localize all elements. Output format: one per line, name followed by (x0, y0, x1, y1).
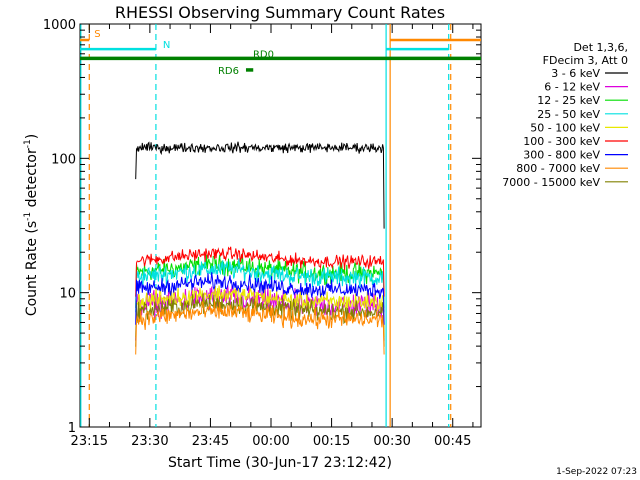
y-tick-label: 10 (59, 287, 76, 302)
y-axis-label-part: ) (24, 134, 40, 139)
legend-entry-label: 100 - 300 keV (523, 135, 600, 148)
flag-label-n: N (163, 40, 170, 51)
y-tick-label: 1 (68, 421, 76, 436)
series-line-12-25-kev (135, 253, 385, 308)
legend-header: Det 1,3,6, (573, 41, 628, 54)
y-axis-label: Count Rate (s-1 detector-1) (23, 134, 40, 316)
legend-entry-label: 50 - 100 keV (530, 121, 600, 134)
flag-label-rd6: RD6 (218, 66, 239, 77)
flag-label-s: S (94, 29, 100, 40)
x-tick-label: 00:45 (434, 434, 471, 449)
x-tick-label: 23:45 (192, 434, 229, 449)
legend-entry-label: 12 - 25 keV (537, 94, 600, 107)
x-tick-label: 00:00 (252, 434, 289, 449)
y-axis-label-superscript: -1 (23, 212, 33, 221)
y-axis-label-superscript: -1 (23, 139, 33, 148)
y-axis-label-part: detector (24, 148, 40, 212)
x-tick-label: 00:15 (313, 434, 350, 449)
legend-entry-label: 6 - 12 keV (544, 81, 600, 94)
legend-entry-label: 800 - 7000 keV (516, 162, 600, 175)
series-line-7000-15000-kev (135, 293, 385, 347)
axes: 1 10 100 1000 23:15 23:30 23:45 00:00 00:15 00:30… (43, 18, 481, 449)
series-line-800-7000-kev (135, 299, 385, 355)
legend-entry-label: 7000 - 15000 keV (502, 176, 600, 189)
legend-header: FDecim 3, Att 0 (543, 54, 628, 67)
x-tick-label: 23:15 (71, 434, 108, 449)
plot-frame (79, 23, 482, 428)
chart-title: RHESSI Observing Summary Count Rates (115, 3, 445, 22)
y-axis-label-part: Count Rate (s (24, 221, 40, 316)
legend-entry-label: 25 - 50 keV (537, 108, 600, 121)
x-tick-label: 23:30 (131, 434, 168, 449)
timestamp: 1-Sep-2022 07:23 (556, 467, 637, 477)
flag-label-rd0: RD0 (253, 49, 274, 60)
x-axis-label: Start Time (30-Jun-17 23:12:42) (168, 455, 392, 471)
series-line-25-50-kev (135, 258, 385, 313)
y-tick-label: 100 (51, 152, 76, 167)
plot-area: S N RD0 RD6 (80, 24, 481, 427)
legend-entry-label: 3 - 6 keV (551, 67, 600, 80)
x-tick-label: 00:30 (373, 434, 410, 449)
series-line-3-6-kev (135, 141, 385, 229)
legend-entry-label: 300 - 800 keV (523, 149, 600, 162)
series-line-300-800-kev (135, 272, 385, 325)
series-line-100-300-kev (135, 246, 385, 297)
y-tick-label: 1000 (43, 18, 76, 33)
